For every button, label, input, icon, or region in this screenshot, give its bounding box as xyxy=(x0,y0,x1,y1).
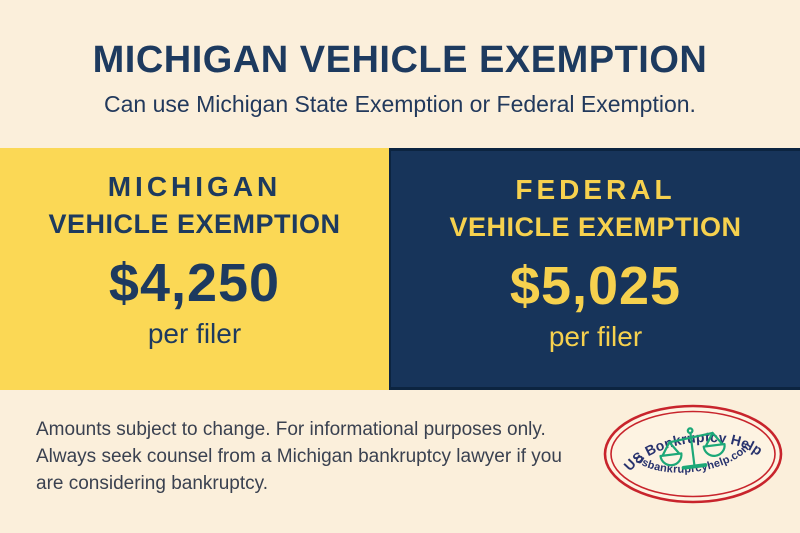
federal-exemption-card: FEDERAL VEHICLE EXEMPTION $5,025 per fil… xyxy=(389,148,800,390)
disclaimer-line: are considering bankruptcy. xyxy=(36,473,268,494)
logo-inner-ring xyxy=(610,410,776,498)
exemption-amount: $4,250 xyxy=(108,253,281,313)
disclaimer-text: Amounts subject to change. For informati… xyxy=(36,416,596,497)
page-subtitle: Can use Michigan State Exemption or Fede… xyxy=(104,91,696,117)
per-filer-label: per filer xyxy=(548,321,643,352)
header: MICHIGAN VEHICLE EXEMPTION Can use Michi… xyxy=(0,0,800,118)
comparison-panels: MICHIGAN VEHICLE EXEMPTION $4,250 per fi… xyxy=(0,148,800,390)
card-title: MICHIGAN xyxy=(107,171,282,202)
disclaimer-line: Amounts subject to change. For informati… xyxy=(36,419,546,440)
page-title: MICHIGAN VEHICLE EXEMPTION xyxy=(92,39,708,81)
michigan-exemption-card: MICHIGAN VEHICLE EXEMPTION $4,250 per fi… xyxy=(0,148,389,390)
exemption-amount: $5,025 xyxy=(509,256,682,316)
card-subtitle: VEHICLE EXEMPTION xyxy=(449,212,742,242)
us-bankruptcy-help-logo: US Bonkruptcy Help Usbankruprcyhelp.com xyxy=(603,404,783,504)
card-subtitle: VEHICLE EXEMPTION xyxy=(48,209,341,239)
per-filer-label: per filer xyxy=(147,318,242,349)
card-title: FEDERAL xyxy=(515,174,676,205)
disclaimer-line: Always seek counsel from a Michigan bank… xyxy=(36,446,562,467)
scales-of-justice-icon xyxy=(659,427,726,470)
